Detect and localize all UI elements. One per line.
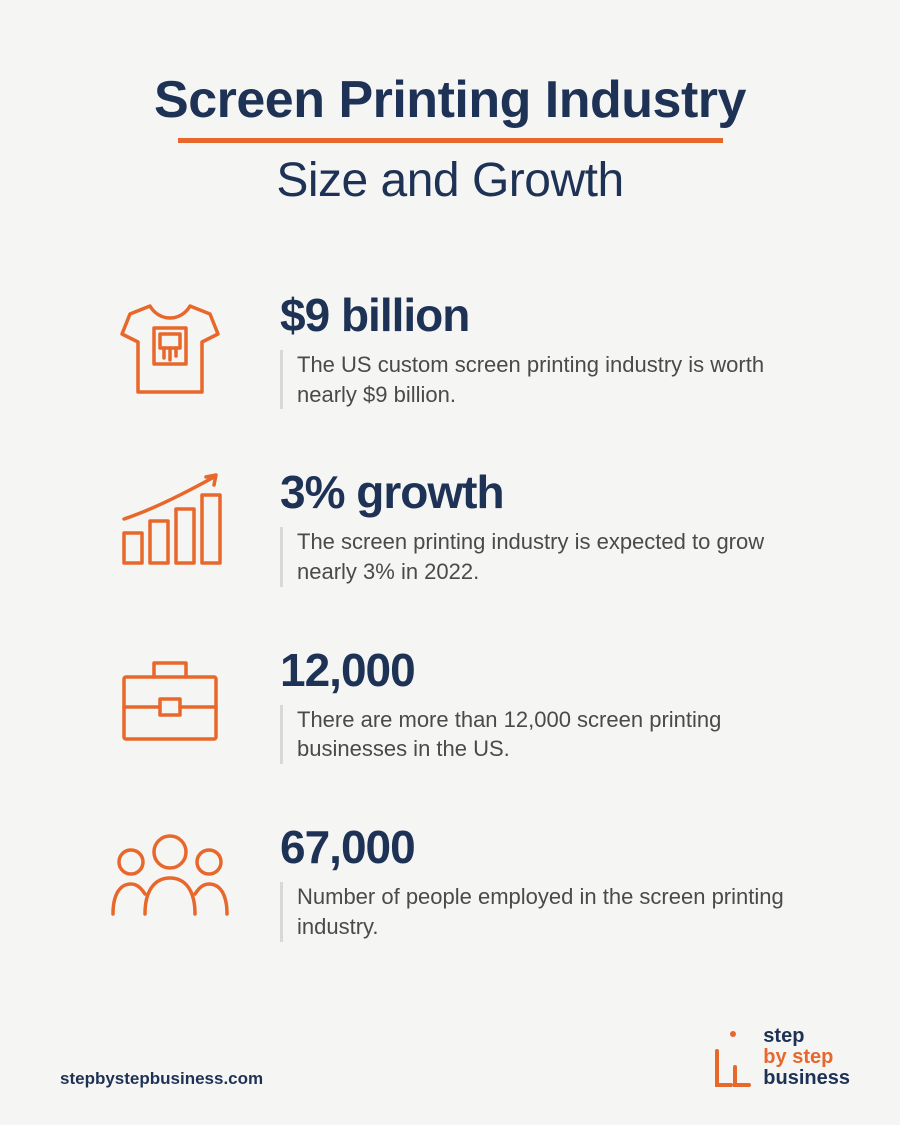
stat-text: 3% growth The screen printing industry i…	[280, 465, 820, 586]
header: Screen Printing Industry Size and Growth	[60, 70, 840, 208]
page-title: Screen Printing Industry	[154, 70, 746, 130]
logo-line3: business	[763, 1067, 850, 1089]
stat-text: 67,000 Number of people employed in the …	[280, 820, 820, 941]
step-icon	[713, 1027, 753, 1089]
stats-list: $9 billion The US custom screen printing…	[60, 288, 840, 942]
stat-value: $9 billion	[280, 288, 820, 342]
brand-logo: step by step business	[713, 1026, 850, 1089]
stat-text: $9 billion The US custom screen printing…	[280, 288, 820, 409]
stat-description: There are more than 12,000 screen printi…	[280, 705, 820, 764]
logo-text: step by step business	[763, 1026, 850, 1089]
stat-row: $9 billion The US custom screen printing…	[100, 288, 820, 409]
footer: stepbystepbusiness.com step by step busi…	[60, 1026, 850, 1089]
stat-description: The screen printing industry is expected…	[280, 527, 820, 586]
growth-chart-icon	[100, 465, 240, 571]
tshirt-icon	[100, 288, 240, 404]
stat-value: 67,000	[280, 820, 820, 874]
stat-row: 67,000 Number of people employed in the …	[100, 820, 820, 941]
stat-row: 3% growth The screen printing industry i…	[100, 465, 820, 586]
footer-url: stepbystepbusiness.com	[60, 1069, 263, 1089]
people-icon	[100, 820, 240, 926]
logo-line1: step	[763, 1025, 804, 1047]
stat-value: 12,000	[280, 643, 820, 697]
stat-value: 3% growth	[280, 465, 820, 519]
stat-row: 12,000 There are more than 12,000 screen…	[100, 643, 820, 764]
page-subtitle: Size and Growth	[60, 153, 840, 208]
title-underline	[178, 138, 723, 143]
logo-line2: by step	[763, 1046, 833, 1068]
stat-description: Number of people employed in the screen …	[280, 882, 820, 941]
stat-description: The US custom screen printing industry i…	[280, 350, 820, 409]
briefcase-icon	[100, 643, 240, 749]
stat-text: 12,000 There are more than 12,000 screen…	[280, 643, 820, 764]
